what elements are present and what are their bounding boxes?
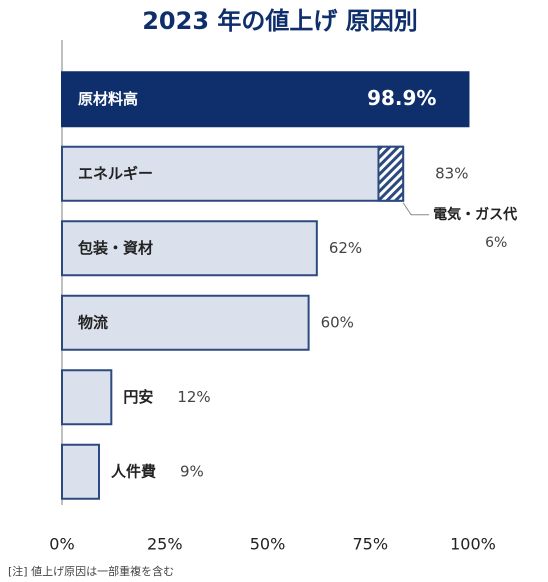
x-tick-label: 100%: [450, 535, 496, 554]
value-label: 12%: [177, 388, 210, 406]
bar: [61, 145, 405, 202]
category-label: 人件費: [111, 462, 156, 480]
x-tick-label: 25%: [147, 535, 183, 554]
x-tick-label: 50%: [250, 535, 286, 554]
leader-line: [402, 202, 430, 216]
value-label: 83%: [435, 164, 468, 182]
sub-segment: [377, 145, 405, 202]
x-tick-label: 0%: [49, 535, 74, 554]
note: [注] 値上げ原因は一部重複を含む: [8, 564, 174, 578]
value-label: 98.9%: [367, 86, 436, 110]
category-label: エネルギー: [78, 164, 153, 182]
sub-segment-label: 電気・ガス代: [433, 206, 517, 223]
x-tick-label: 75%: [352, 535, 388, 554]
chart-title: 2023 年の値上げ 原因別: [142, 7, 418, 35]
category-label: 原材料高: [78, 90, 138, 108]
category-label: 包装・資材: [78, 239, 153, 257]
bar: [61, 369, 113, 426]
sub-segment-value: 6%: [485, 235, 507, 251]
bar: [61, 294, 310, 351]
value-label: 60%: [321, 313, 354, 331]
category-label: 円安: [123, 388, 153, 406]
bar: [61, 443, 100, 500]
value-label: 9%: [180, 462, 204, 480]
category-label: 物流: [78, 313, 108, 331]
value-label: 62%: [329, 239, 362, 257]
bar: [61, 71, 470, 128]
bar: [61, 220, 318, 277]
